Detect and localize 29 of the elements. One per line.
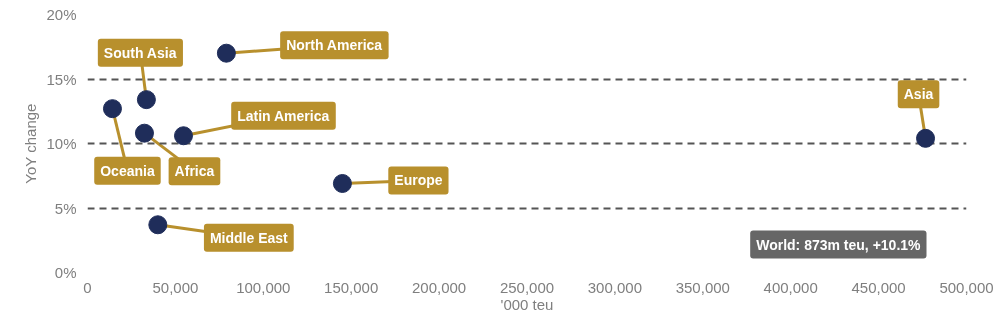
point — [102, 99, 122, 119]
x-tick-label: 500,000 — [939, 278, 994, 296]
x-tick-label: 150,000 — [324, 278, 379, 296]
annotation: Asia — [903, 86, 934, 103]
x-tick-label: 450,000 — [851, 278, 906, 296]
annotation: Europe — [394, 172, 443, 189]
y-tick-label: 15% — [46, 70, 77, 88]
y-axis-title: YoY change — [22, 103, 40, 184]
point — [332, 174, 352, 193]
x-tick-label: 100,000 — [236, 278, 291, 296]
annotation: South Asia — [103, 44, 177, 61]
point — [136, 90, 156, 110]
x-tick-label: 250,000 — [499, 278, 555, 296]
x-tick-label: 400,000 — [763, 278, 818, 296]
y-tick-label: 10% — [46, 135, 77, 152]
point — [916, 128, 936, 148]
annotation: Oceania — [100, 162, 155, 179]
x-tick-label: 50,000 — [152, 278, 199, 296]
x-tick-label: 300,000 — [587, 278, 643, 296]
y-tick-label: 20% — [46, 6, 77, 23]
annotation: Africa — [174, 163, 215, 180]
y-tick-label: 5% — [54, 199, 77, 217]
x-tick-label: 350,000 — [675, 278, 730, 296]
x-axis-title: '000 teu — [500, 295, 554, 313]
x-tick-label: 200,000 — [411, 278, 467, 296]
x-tick-label: 0 — [83, 278, 92, 296]
annotation: World: 873m teu, +10.1% — [756, 236, 922, 253]
y-tick-label: 0% — [54, 264, 77, 281]
point — [134, 123, 154, 143]
